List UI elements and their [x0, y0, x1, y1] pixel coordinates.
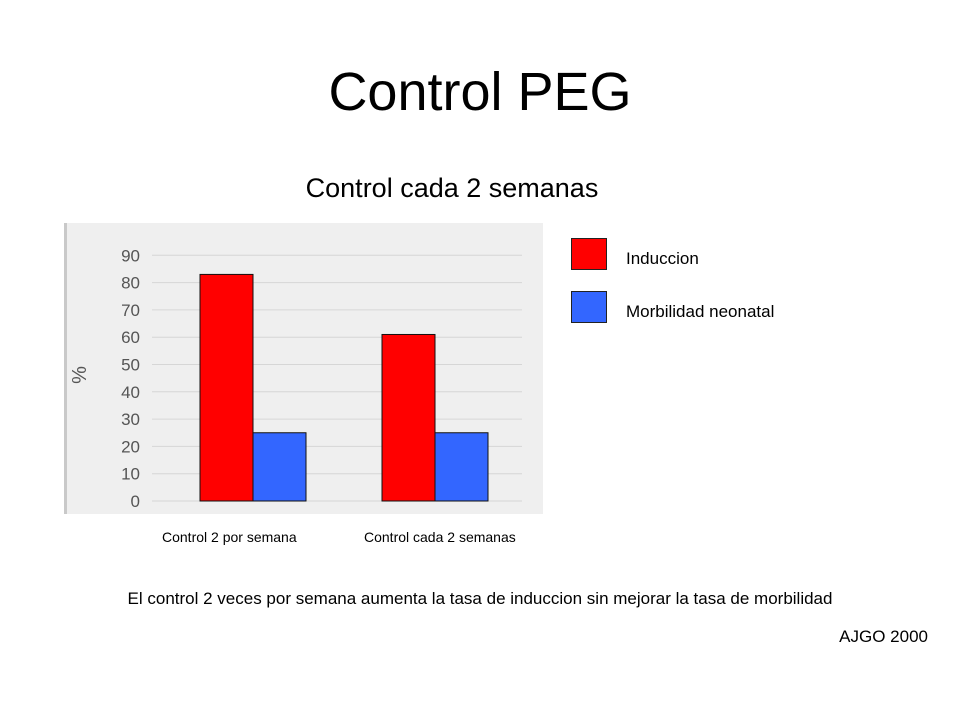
conclusion-text: El control 2 veces por semana aumenta la… [127, 589, 833, 608]
y-tick-label-90: 90 [121, 246, 140, 265]
bars [199, 273, 489, 502]
y-tick-label-0: 0 [131, 492, 140, 511]
y-tick-label-60: 60 [121, 328, 140, 347]
y-tick-label-10: 10 [121, 465, 140, 484]
y-tick-label-50: 50 [121, 356, 140, 375]
bar-morbilidad-1 [434, 432, 489, 502]
source-citation: AJGO 2000 [839, 627, 928, 646]
y-axis-label: % [69, 366, 91, 384]
category-label-control-cada-2-semanas: Control cada 2 semanas [364, 529, 516, 545]
slide-title: Control PEG [328, 62, 632, 122]
chart-subtitle: Control cada 2 semanas [305, 173, 599, 203]
bar-morbilidad-0 [252, 432, 307, 502]
bar-induccion-1 [381, 333, 436, 502]
plot-left-edge [64, 223, 67, 514]
y-tick-label-40: 40 [121, 383, 140, 402]
bar-induccion-0 [199, 273, 254, 502]
y-tick-label-80: 80 [121, 274, 140, 293]
legend-label-induccion: Induccion [626, 249, 699, 268]
y-tick-label-70: 70 [121, 301, 140, 320]
legend-swatch-morbilidad [571, 291, 607, 323]
y-tick-label-20: 20 [121, 437, 140, 456]
legend-swatch-induccion [571, 238, 607, 270]
bar-chart: 0 10 20 30 40 50 60 70 80 90 % [64, 223, 543, 514]
legend-label-morbilidad: Morbilidad neonatal [626, 302, 775, 321]
category-label-control-2-por-semana: Control 2 por semana [162, 529, 297, 545]
y-tick-label-30: 30 [121, 410, 140, 429]
y-tick-labels: 0 10 20 30 40 50 60 70 80 90 [121, 246, 140, 511]
